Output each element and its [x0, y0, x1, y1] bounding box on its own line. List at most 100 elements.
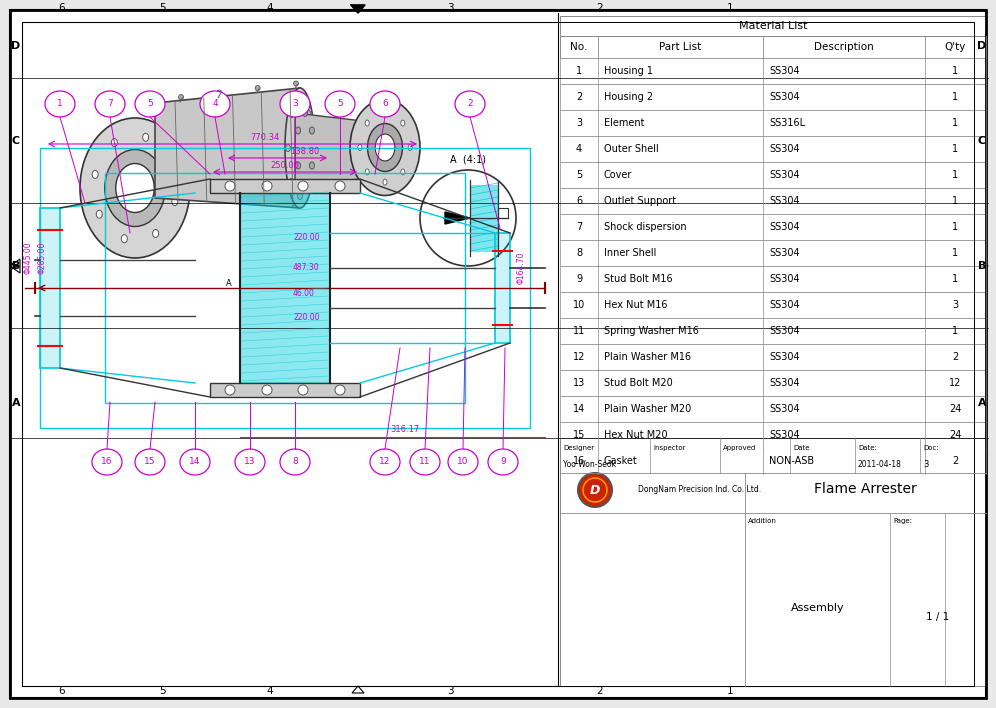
Ellipse shape [255, 86, 260, 91]
Bar [560, 396, 986, 422]
Text: No.: No. [571, 42, 588, 52]
Ellipse shape [80, 118, 190, 258]
Text: 2: 2 [467, 100, 473, 108]
Ellipse shape [370, 91, 400, 117]
Text: 1: 1 [952, 222, 958, 232]
Bar [560, 58, 986, 84]
Text: 6: 6 [59, 686, 66, 696]
Text: 2: 2 [576, 92, 582, 102]
Ellipse shape [303, 110, 308, 117]
Ellipse shape [172, 198, 178, 205]
Text: Approved: Approved [723, 445, 756, 451]
Circle shape [225, 181, 235, 191]
Ellipse shape [289, 110, 294, 118]
Circle shape [262, 181, 272, 191]
Ellipse shape [383, 179, 387, 185]
Text: Date: Date [793, 445, 810, 451]
Text: Stud Bolt M16: Stud Bolt M16 [604, 274, 672, 284]
Text: Page:: Page: [893, 518, 912, 524]
Ellipse shape [93, 171, 99, 178]
Text: 4: 4 [576, 144, 582, 154]
Text: 1: 1 [727, 3, 733, 13]
Text: SS304: SS304 [769, 92, 800, 102]
Bar [560, 292, 986, 318]
Ellipse shape [135, 91, 165, 117]
Text: 5: 5 [147, 100, 152, 108]
Ellipse shape [310, 144, 315, 152]
Text: 12: 12 [949, 378, 962, 388]
Text: 220.00: 220.00 [293, 314, 320, 323]
Text: B: B [12, 261, 20, 271]
Text: Doc:: Doc: [923, 445, 939, 451]
Ellipse shape [167, 158, 173, 166]
Text: 9: 9 [576, 274, 582, 284]
Text: A: A [226, 278, 232, 287]
Circle shape [262, 385, 272, 395]
Text: 2: 2 [597, 3, 604, 13]
Bar [560, 136, 986, 162]
Bar [495, 233, 510, 343]
Ellipse shape [310, 162, 315, 169]
Text: 138.80: 138.80 [291, 147, 320, 156]
Ellipse shape [488, 449, 518, 475]
Text: Material List: Material List [739, 21, 807, 31]
Ellipse shape [135, 449, 165, 475]
Text: DongNam Precision Ind. Co. Ltd.: DongNam Precision Ind. Co. Ltd. [638, 486, 762, 494]
Text: 3: 3 [952, 300, 958, 310]
Text: Hex Nut M16: Hex Nut M16 [604, 300, 667, 310]
Bar [40, 208, 60, 368]
Ellipse shape [358, 144, 362, 151]
Bar [240, 193, 330, 383]
Bar [40, 148, 530, 428]
Ellipse shape [280, 449, 310, 475]
Text: Cover: Cover [604, 170, 632, 180]
Text: SS304: SS304 [769, 274, 800, 284]
Text: Description: Description [814, 42, 873, 52]
Text: 250.00: 250.00 [271, 161, 300, 170]
Circle shape [225, 385, 235, 395]
Bar [560, 448, 986, 474]
Text: 4: 4 [267, 3, 273, 13]
Text: NON-ASB: NON-ASB [769, 456, 814, 466]
Bar [560, 36, 986, 58]
Text: 487.30: 487.30 [293, 263, 320, 273]
Text: 1: 1 [952, 66, 958, 76]
Text: 12: 12 [573, 352, 586, 362]
Ellipse shape [296, 127, 301, 134]
Text: Φ445.00: Φ445.00 [24, 241, 33, 274]
Text: 1: 1 [727, 686, 733, 696]
Text: 11: 11 [573, 326, 585, 336]
Ellipse shape [152, 229, 158, 237]
Text: 14: 14 [573, 404, 585, 414]
Text: 3: 3 [576, 118, 582, 128]
Text: SS304: SS304 [769, 222, 800, 232]
Polygon shape [295, 113, 380, 183]
Ellipse shape [142, 133, 148, 142]
Text: 5: 5 [159, 686, 166, 696]
Text: 2: 2 [952, 456, 958, 466]
Bar [560, 188, 986, 214]
Text: 24: 24 [949, 430, 962, 440]
Ellipse shape [310, 127, 315, 134]
Text: 2: 2 [597, 686, 604, 696]
Text: Spring Washer M16: Spring Washer M16 [604, 326, 699, 336]
Bar [40, 208, 60, 368]
Text: 8: 8 [292, 457, 298, 467]
Circle shape [298, 181, 308, 191]
Ellipse shape [408, 144, 412, 151]
Ellipse shape [116, 164, 154, 212]
Ellipse shape [105, 149, 165, 227]
Ellipse shape [122, 235, 127, 243]
Text: SS304: SS304 [769, 248, 800, 258]
Ellipse shape [180, 449, 210, 475]
Text: 16: 16 [102, 457, 113, 467]
Text: Assembly: Assembly [791, 603, 845, 613]
Circle shape [335, 385, 345, 395]
Text: SS304: SS304 [769, 430, 800, 440]
Text: 1: 1 [576, 66, 582, 76]
Text: 1: 1 [57, 100, 63, 108]
Text: 16: 16 [573, 456, 585, 466]
Text: 6: 6 [576, 196, 582, 206]
Ellipse shape [178, 95, 183, 100]
Text: Inner Shell: Inner Shell [604, 248, 656, 258]
